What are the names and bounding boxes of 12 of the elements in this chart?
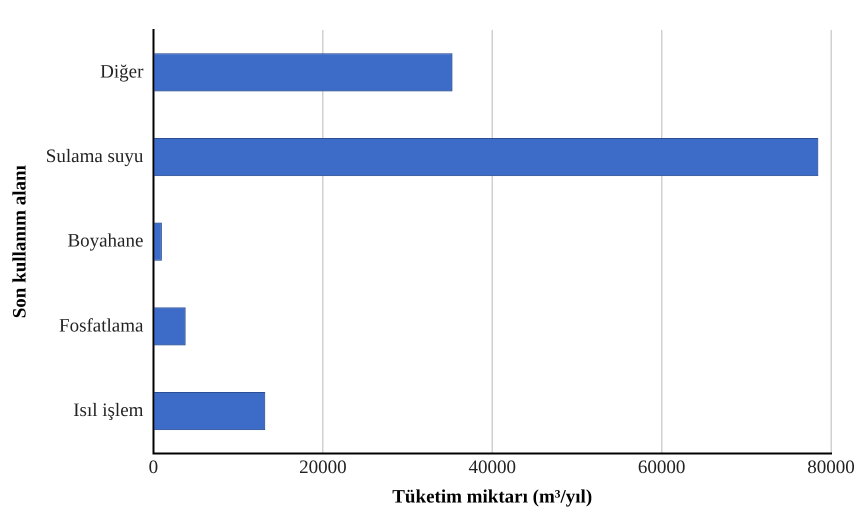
y-tick-label: Sulama suyu — [46, 146, 144, 168]
y-axis-title: Son kullanım alanı — [9, 165, 30, 318]
x-tick-label: 40000 — [468, 456, 516, 478]
y-tick-label: Isıl işlem — [73, 400, 144, 422]
y-tick-label: Boyahane — [67, 230, 144, 252]
y-tick-label: Fosfatlama — [58, 315, 144, 336]
x-tick-label: 20000 — [299, 456, 347, 478]
x-tick-label: 60000 — [638, 456, 686, 478]
x-axis-title: Tüketim miktarı (m³/yıl) — [392, 486, 592, 508]
y-tick-label: Diğer — [100, 61, 144, 82]
x-tick-label: 80000 — [807, 456, 855, 478]
x-tick-label: 0 — [148, 456, 158, 478]
